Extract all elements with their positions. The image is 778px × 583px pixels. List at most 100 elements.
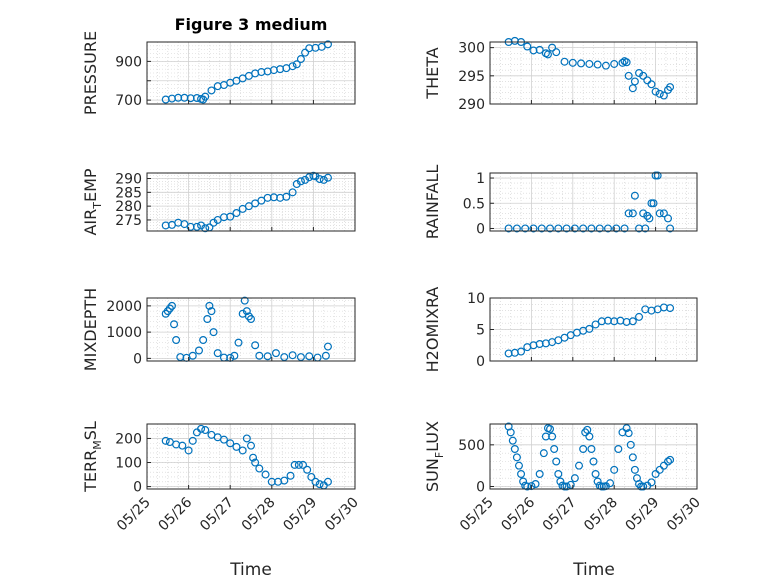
data-point (568, 58, 577, 67)
data-point (601, 61, 610, 70)
y-axis-label: SUNFLUX (423, 421, 446, 492)
axes-box (489, 423, 698, 490)
x-tick-label: 05/29 (623, 495, 663, 535)
data-point (161, 436, 170, 445)
y-axis-label: TERRMSL (81, 421, 104, 493)
subplot-terr-msl: 0 100 200 05/25 05/26 05/27 05/28 05/29 05/30 TER… (81, 421, 362, 534)
data-point (315, 480, 324, 489)
y-axis-label: H2OMIXRA (423, 287, 442, 373)
data-point (543, 50, 552, 59)
data-point (546, 224, 555, 233)
data-point (230, 351, 239, 360)
data-point (323, 477, 332, 486)
data-point (659, 461, 668, 470)
data-point (566, 480, 575, 489)
data-point (207, 86, 216, 95)
data-point (593, 60, 602, 69)
y-axis-label: MIXDEPTH (81, 288, 100, 371)
y-axis-label: THETA (423, 47, 442, 99)
data-point (645, 214, 654, 223)
data-point (226, 212, 235, 221)
data-point (666, 83, 675, 92)
data-point (635, 480, 644, 489)
data-point (201, 426, 210, 435)
data-point (651, 87, 660, 96)
plot-area (147, 173, 355, 231)
data-point (666, 304, 675, 313)
y-tick-label: 285 (115, 185, 142, 201)
data-point (192, 222, 201, 231)
data-point (251, 341, 260, 350)
axes-box (146, 297, 356, 362)
axes-box (489, 41, 698, 105)
axes-box (146, 172, 356, 232)
y-tick-label: 300 (458, 41, 485, 57)
data-point (610, 59, 619, 68)
data-point (639, 482, 648, 491)
data-point (296, 353, 305, 362)
data-point (539, 449, 548, 458)
data-point (261, 470, 270, 479)
data-point (323, 342, 332, 351)
data-point (577, 59, 586, 68)
x-axis-label-right: Time (572, 560, 615, 580)
x-tick-label: 05/25 (457, 495, 497, 535)
data-point (510, 445, 519, 454)
data-point (512, 453, 521, 462)
subplot-theta: 290 295 300 THETA (423, 36, 698, 113)
data-point (585, 324, 594, 333)
data-point (242, 307, 251, 316)
y-tick-label: 275 (115, 213, 142, 229)
data-point (546, 425, 555, 434)
data-point (531, 480, 540, 489)
data-point (301, 48, 310, 57)
data-point (201, 224, 210, 233)
data-point (585, 59, 594, 68)
data-point (242, 434, 251, 443)
y-axis-label: AIRTEMP (81, 168, 104, 235)
y-tick-label: 700 (115, 93, 142, 109)
data-point (535, 45, 544, 54)
data-point (647, 478, 656, 487)
y-tick-label: 280 (115, 199, 142, 215)
data-point (579, 224, 588, 233)
y-tick-label: 1000 (106, 325, 142, 341)
data-point (649, 199, 658, 208)
data-point (205, 301, 214, 310)
data-point (653, 171, 662, 180)
data-point (247, 315, 256, 324)
data-point (587, 445, 596, 454)
data-point (255, 464, 264, 473)
y-tick-label: 0 (476, 480, 485, 496)
data-point (209, 328, 218, 337)
data-point (587, 224, 596, 233)
data-point (523, 42, 532, 51)
y-tick-label: 0 (476, 221, 485, 237)
data-point (643, 211, 652, 220)
data-point (504, 224, 513, 233)
data-point (195, 346, 204, 355)
data-point (296, 177, 305, 186)
x-tick-label: 05/25 (114, 495, 154, 535)
data-point (664, 214, 673, 223)
data-point (562, 224, 571, 233)
data-point (630, 465, 639, 474)
data-point (624, 429, 633, 438)
data-point (554, 470, 563, 479)
data-point (512, 224, 521, 233)
data-point (234, 338, 243, 347)
y-tick-label: 2000 (106, 299, 142, 315)
data-point (197, 424, 206, 433)
data-point (651, 470, 660, 479)
data-point (307, 472, 316, 481)
data-point (610, 465, 619, 474)
data-point (315, 175, 324, 184)
data-point (521, 224, 530, 233)
subplot-rainfall: 0 0.5 1 RAINFALL (423, 165, 698, 239)
data-point (519, 477, 528, 486)
data-point (639, 209, 648, 218)
y-tick-label: 0 (476, 354, 485, 370)
data-point (184, 446, 193, 455)
